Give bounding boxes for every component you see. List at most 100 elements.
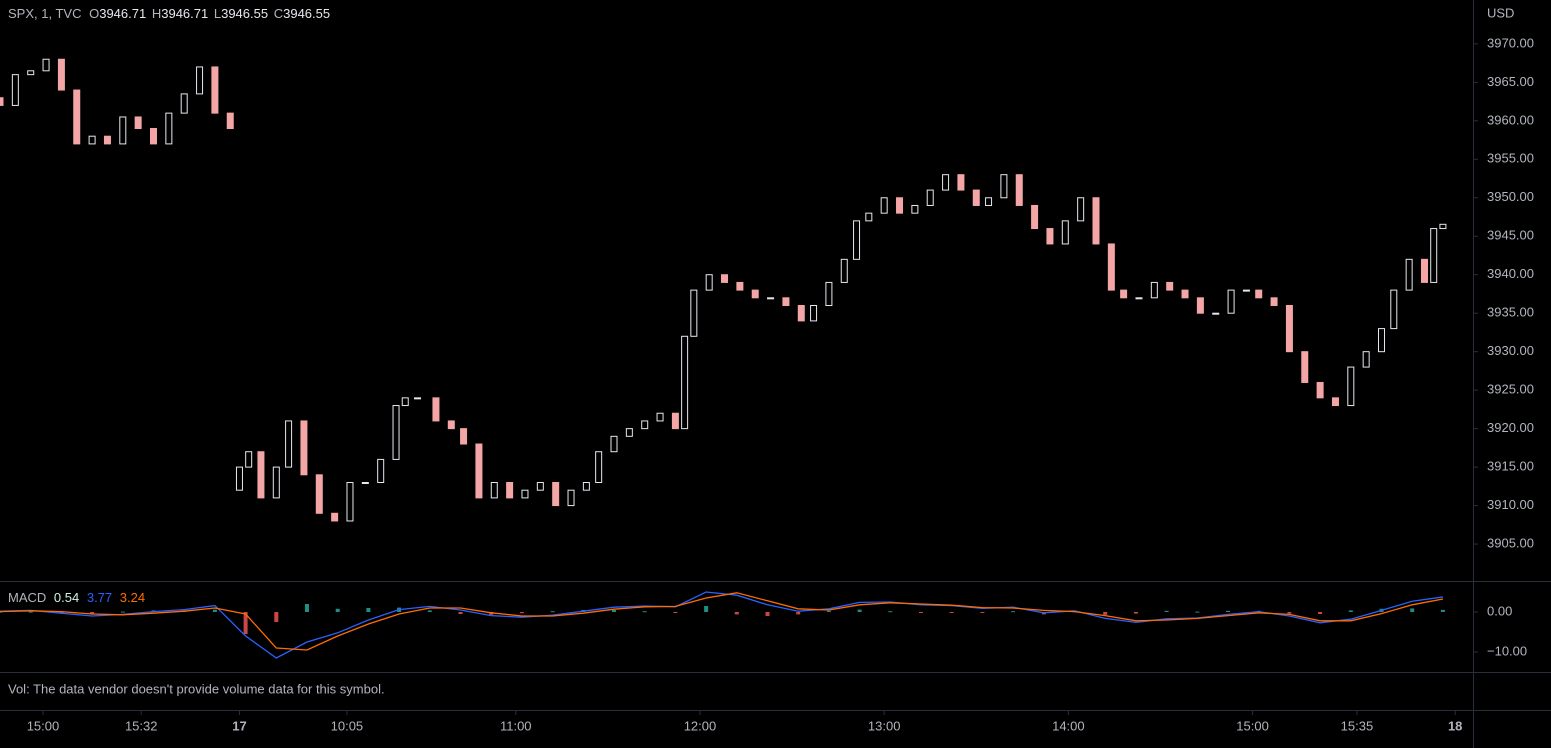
candle <box>896 197 904 214</box>
histogram-bar <box>673 612 678 613</box>
x-tick-label: 13:00 <box>868 718 901 733</box>
histogram-bar <box>1287 612 1292 614</box>
candle <box>180 93 188 114</box>
candle <box>165 112 173 145</box>
readout-value: 3.24 <box>120 590 145 605</box>
candle <box>810 305 818 322</box>
histogram-bar <box>28 611 33 613</box>
candle <box>582 481 590 491</box>
candle <box>460 428 468 445</box>
y-tick-label: 3950.00 <box>1487 189 1534 204</box>
indicator-name: MACD <box>8 590 46 605</box>
readout-value: 3.77 <box>87 590 112 605</box>
candle <box>392 405 400 460</box>
candle <box>119 116 127 145</box>
candle <box>42 58 50 72</box>
histogram-bar <box>796 612 801 615</box>
candle <box>681 335 689 430</box>
y-tick-label: 3945.00 <box>1487 228 1534 243</box>
x-tick-label: 14:00 <box>1052 718 1085 733</box>
histogram-bar <box>366 608 371 612</box>
candle <box>245 451 253 468</box>
symbol: SPX, 1, TVC <box>8 6 81 21</box>
histogram-bar <box>704 606 709 612</box>
candle <box>1405 258 1413 291</box>
y-tick-label: 3955.00 <box>1487 151 1534 166</box>
histogram-bar <box>826 610 831 612</box>
candle <box>432 397 440 422</box>
candle <box>447 420 455 430</box>
candle <box>506 481 514 499</box>
y-tick-label: 3910.00 <box>1487 497 1534 512</box>
candle <box>1378 328 1386 353</box>
histogram-bar <box>550 611 555 613</box>
candle <box>610 435 618 453</box>
histogram-bar <box>980 612 985 613</box>
candle <box>536 481 544 491</box>
candle <box>1150 281 1158 299</box>
histogram-bar <box>1226 610 1231 612</box>
candle <box>73 89 81 145</box>
candle <box>226 112 234 130</box>
y-tick-label: 3960.00 <box>1487 112 1534 127</box>
candle <box>1242 289 1250 292</box>
candle <box>840 258 848 283</box>
x-tick-label: 18 <box>1448 718 1462 733</box>
y-tick-label: 3935.00 <box>1487 305 1534 320</box>
candle <box>825 281 833 307</box>
histogram-bar <box>1103 612 1108 615</box>
candle <box>926 189 934 206</box>
histogram-bar <box>243 612 248 634</box>
candle <box>1227 289 1235 314</box>
candle <box>751 289 759 299</box>
x-tick-label: 11:00 <box>500 718 532 733</box>
axis-unit: USD <box>1487 5 1514 20</box>
ohlc-label: O <box>89 6 99 21</box>
candle <box>257 451 265 499</box>
histogram-bar <box>1164 610 1169 612</box>
y-tick-label: 3965.00 <box>1487 74 1534 89</box>
candle <box>1255 289 1263 299</box>
candle <box>690 289 698 337</box>
histogram-bar <box>1348 610 1353 612</box>
candle <box>1166 281 1174 291</box>
histogram-bar <box>212 609 217 612</box>
histogram-bar <box>1133 612 1138 614</box>
macd-header: MACD 0.54 3.77 3.24 <box>8 590 145 605</box>
histogram-bar <box>734 612 739 615</box>
candle <box>414 397 422 400</box>
y-tick-label: 0.00 <box>1487 603 1512 618</box>
y-tick-label: 3920.00 <box>1487 420 1534 435</box>
histogram-bar <box>857 609 862 612</box>
candle <box>0 97 4 106</box>
y-tick-label: 3905.00 <box>1487 535 1534 550</box>
ohlc-label: H <box>152 6 161 21</box>
candle <box>103 135 111 145</box>
header: SPX, 1, TVC O3946.71 H3946.71 L3946.55 C… <box>8 6 330 21</box>
ohlc-value: 3946.71 <box>99 6 146 21</box>
candle <box>1212 312 1220 315</box>
ohlc-label: C <box>274 6 283 21</box>
histogram-bar <box>1410 608 1415 612</box>
x-tick-label: 15:35 <box>1341 718 1374 733</box>
ohlc-value: 3946.55 <box>283 6 330 21</box>
candle <box>211 66 219 114</box>
candle <box>880 197 888 214</box>
candle <box>235 466 243 491</box>
macd-line <box>0 592 1444 651</box>
candle <box>300 420 308 476</box>
candle <box>521 489 529 499</box>
candle <box>88 135 96 145</box>
histogram-bar <box>120 611 125 613</box>
candle <box>1107 243 1115 291</box>
candle <box>1285 305 1293 353</box>
candle <box>767 297 775 300</box>
candle <box>1420 258 1428 283</box>
candle <box>285 420 293 468</box>
candle <box>1031 204 1039 230</box>
candle <box>1120 289 1128 299</box>
candle <box>57 58 65 91</box>
candle <box>1362 351 1370 368</box>
volume-note: Vol: The data vendor doesn't provide vol… <box>8 681 385 696</box>
